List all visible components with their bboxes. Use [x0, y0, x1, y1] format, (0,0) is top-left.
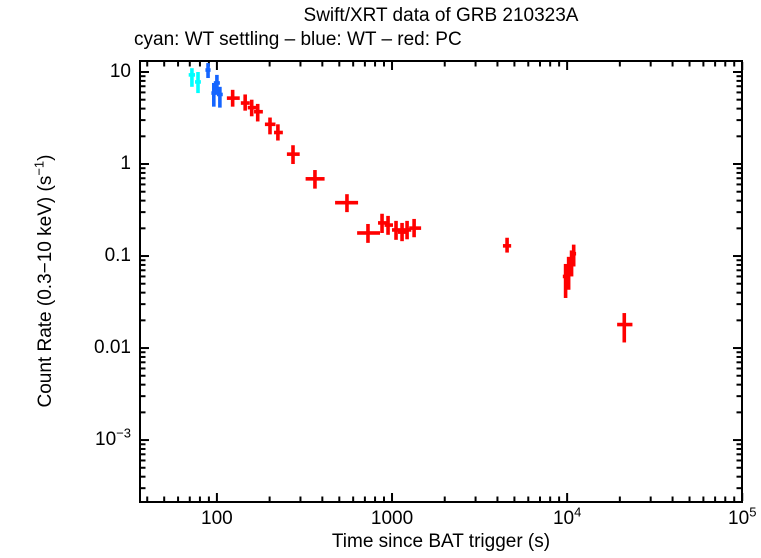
data-point-vbar [345, 194, 349, 213]
data-point-vbar [196, 71, 200, 94]
data-point-vbar [566, 256, 571, 290]
data-point-vbar [212, 82, 216, 107]
superscript: −1 [31, 160, 47, 176]
y-tick-label: 10−3 [95, 425, 131, 451]
data-point-vbar [563, 263, 568, 298]
data-point-vbar [243, 94, 247, 111]
y-tick-label: 10 [109, 60, 131, 82]
data-point-vbar [380, 213, 384, 233]
data-point-vbar [190, 68, 194, 87]
data-point-vbar [405, 220, 409, 240]
data-point-vbar [206, 63, 210, 79]
data-point-vbar [230, 89, 235, 107]
x-tick-label: 100 [201, 508, 233, 529]
x-tick-label: 105 [728, 504, 757, 529]
data-point-vbar [622, 313, 627, 343]
data-point-vbar [291, 145, 295, 165]
superscript: −3 [116, 425, 131, 441]
data-point-vbar [505, 237, 509, 253]
chart-title: Swift/XRT data of GRB 210323A [303, 5, 579, 26]
y-tick-label: 0.01 [94, 337, 131, 359]
data-point-vbar [249, 99, 254, 117]
data-point-vbar [215, 74, 219, 95]
data-point-vbar [386, 215, 390, 235]
data-point-vbar [569, 250, 574, 277]
data-point-vbar [412, 218, 416, 238]
chart-subtitle: cyan: WT settling – blue: WT – red: PC [134, 29, 462, 50]
data-point-vbar [394, 220, 398, 240]
x-tick-label: 104 [552, 504, 582, 529]
x-tick-label: 1000 [370, 508, 414, 529]
y-tick-label: 1 [120, 153, 131, 174]
data-point-vbar [276, 124, 280, 141]
plot-area [139, 60, 744, 503]
data-point-vbar [268, 117, 272, 135]
y-tick-label: 0.1 [104, 245, 131, 267]
data-point-vbar [218, 86, 222, 108]
x-axis-label: Time since BAT trigger (s) [331, 531, 551, 552]
data-point-vbar [255, 103, 260, 122]
plot-frame [139, 60, 743, 503]
data-point-vbar [366, 223, 370, 243]
superscript: 4 [574, 504, 582, 520]
superscript: 5 [749, 504, 757, 520]
data-point-vbar [571, 244, 576, 267]
data-point-vbar [313, 170, 317, 189]
data-point-vbar [400, 222, 404, 242]
y-axis-label: Count Rate (0.3−10 keV) (s−1) [31, 154, 56, 408]
